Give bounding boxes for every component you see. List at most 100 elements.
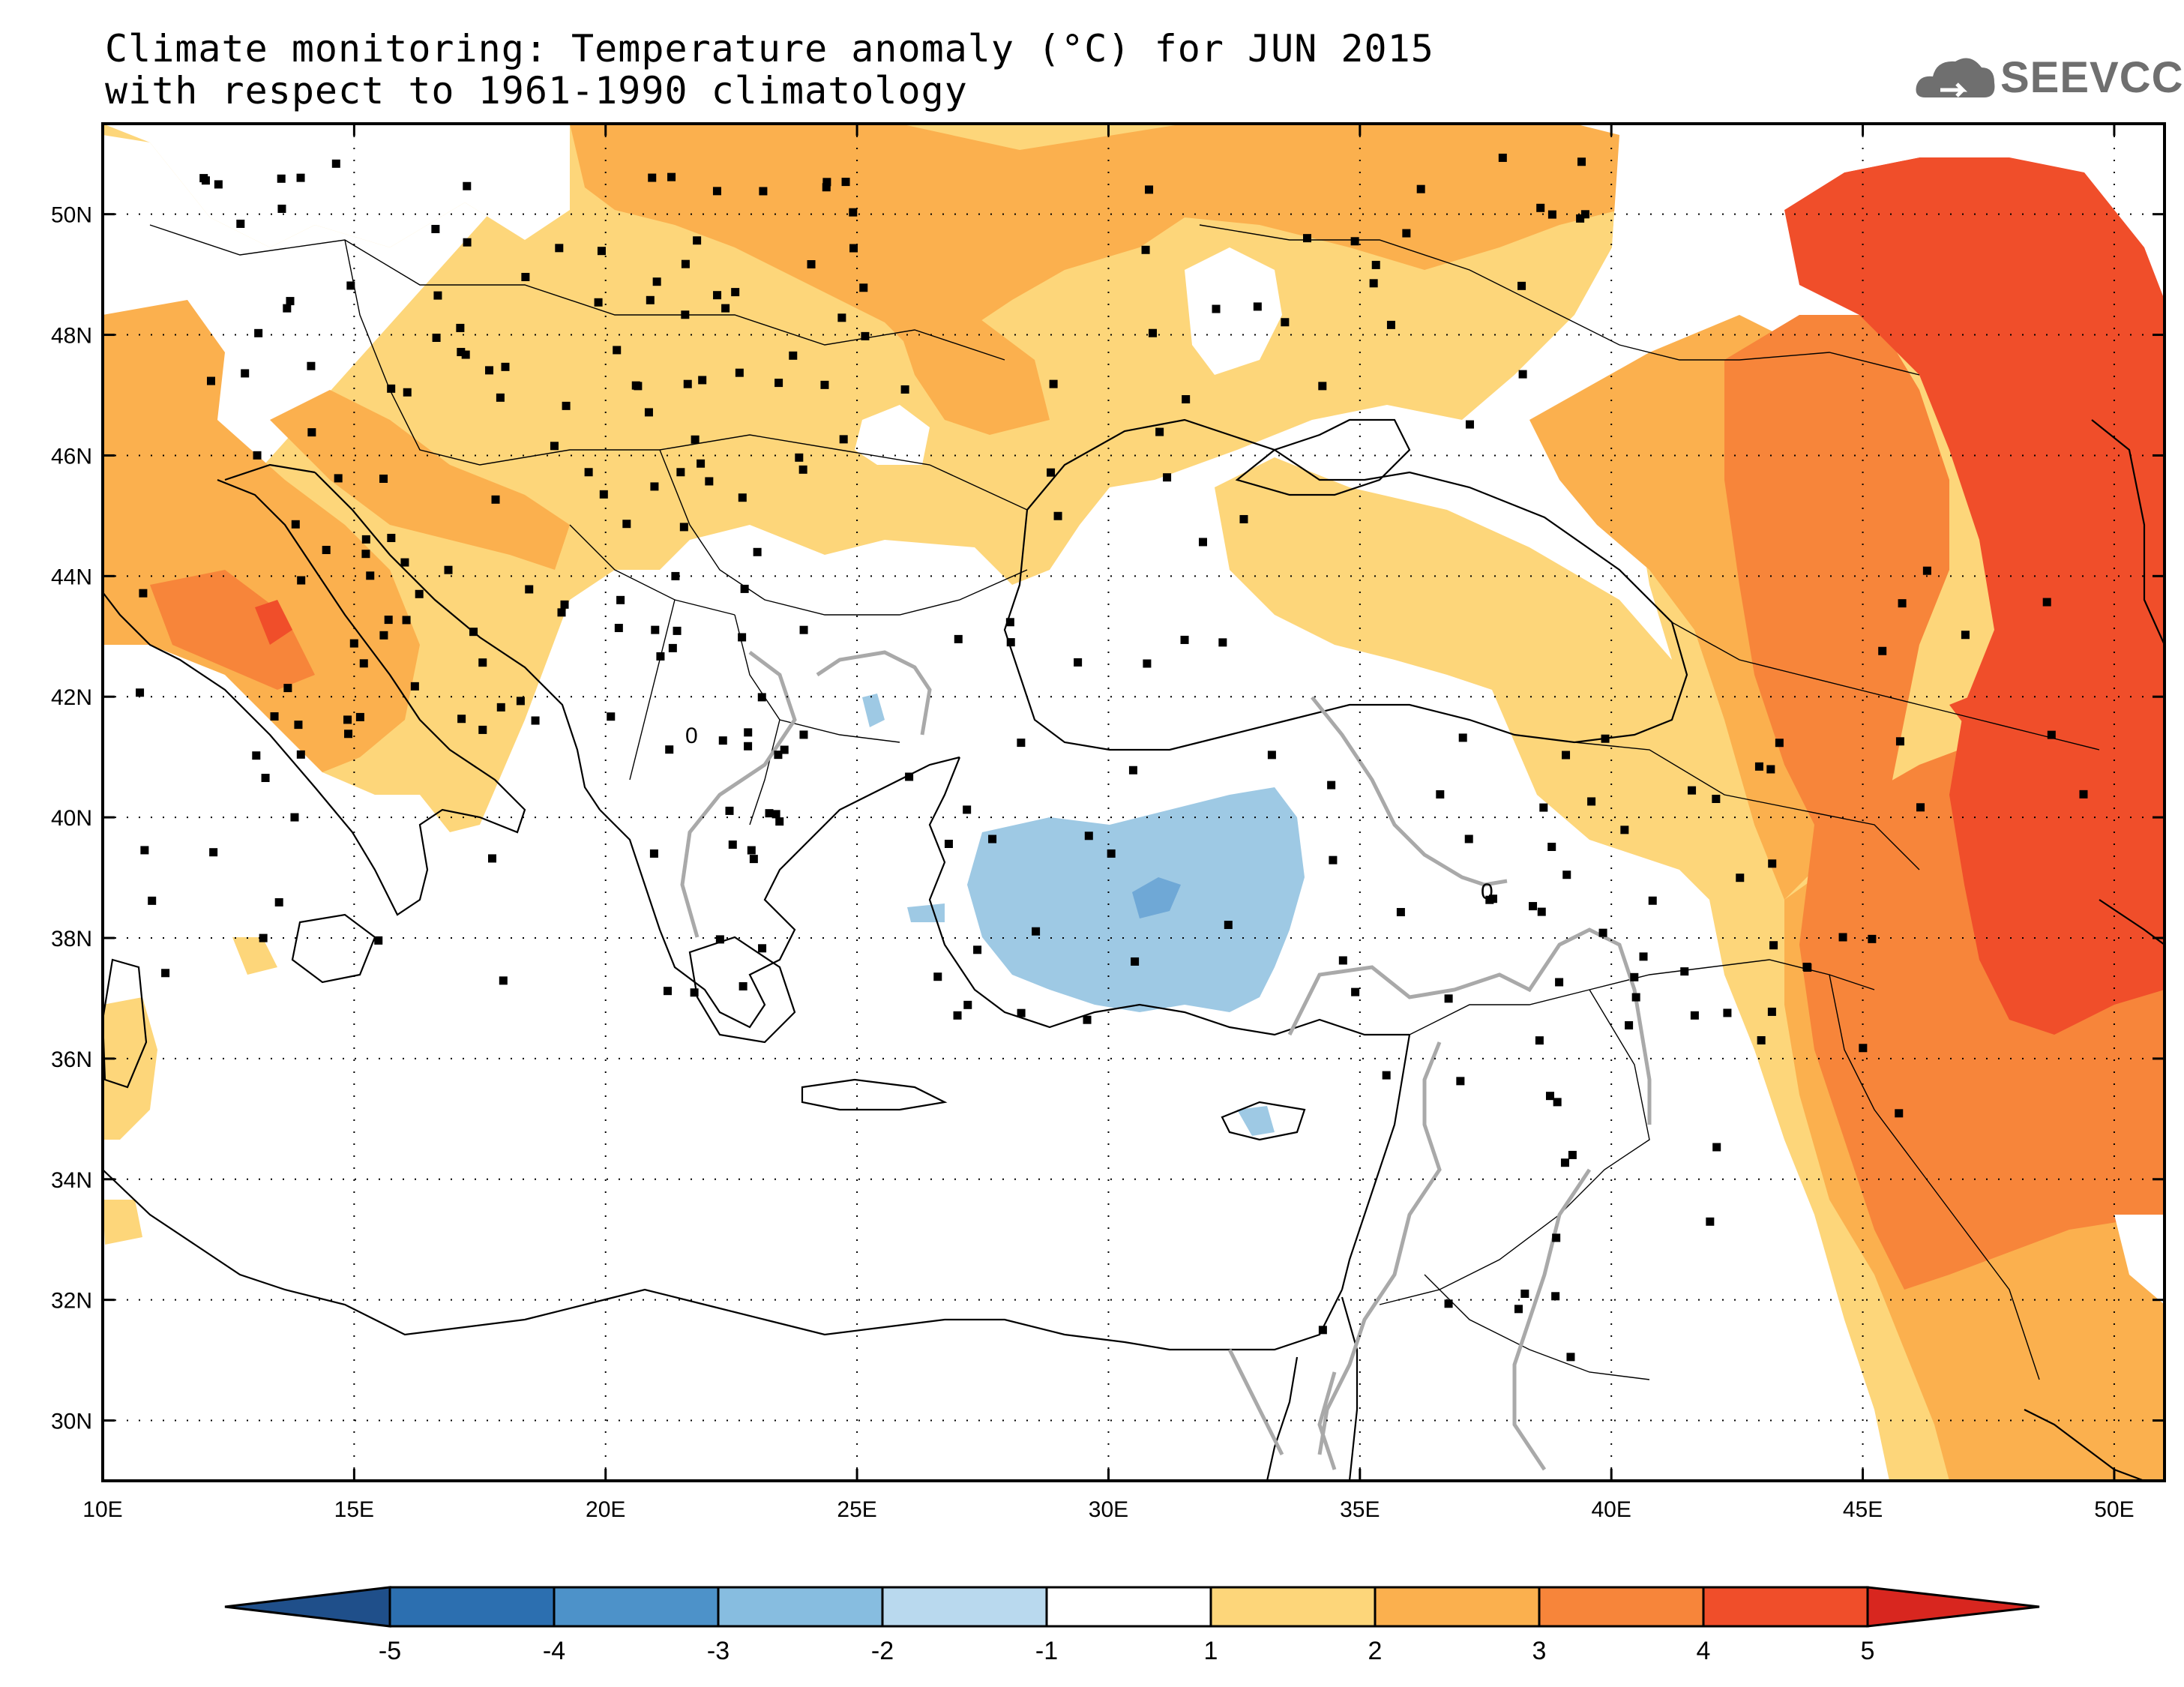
station-marker	[616, 595, 625, 604]
station-marker	[1620, 826, 1629, 835]
station-marker	[740, 584, 749, 593]
station-marker	[355, 712, 364, 721]
zero-contour-levant	[1317, 1041, 1442, 1455]
station-marker	[1690, 1011, 1699, 1020]
station-marker	[822, 178, 831, 187]
coast-crete	[801, 1078, 948, 1111]
station-marker	[715, 935, 724, 944]
coast-suez	[1266, 1296, 1359, 1481]
colorbar-arrow-low	[224, 1586, 391, 1628]
colorbar-label: 5	[1861, 1637, 1875, 1665]
border-lines	[149, 224, 2100, 1380]
station-marker	[410, 682, 419, 691]
map-frame	[101, 122, 2166, 1482]
station-marker	[799, 625, 808, 634]
station-marker	[679, 523, 688, 532]
station-marker	[667, 172, 676, 181]
station-marker	[387, 384, 396, 393]
station-marker	[900, 385, 909, 394]
station-marker	[1529, 902, 1538, 911]
tick-label-lon: 35E	[1340, 1497, 1380, 1522]
station-marker	[286, 297, 295, 306]
station-marker	[283, 684, 292, 693]
station-marker	[822, 183, 831, 192]
zero-contour-east-anatolia	[1287, 927, 1652, 1125]
station-marker	[613, 346, 622, 355]
station-marker	[1601, 734, 1610, 743]
station-marker	[379, 474, 388, 483]
station-marker	[361, 535, 370, 544]
station-marker	[954, 634, 963, 643]
station-marker	[698, 376, 707, 385]
station-marker	[469, 628, 478, 637]
station-marker	[1198, 538, 1207, 547]
station-marker	[1576, 214, 1585, 223]
anomaly-band-2-3	[103, 124, 2165, 1481]
station-marker	[1351, 987, 1360, 996]
station-marker	[738, 981, 747, 990]
station-marker	[691, 435, 700, 444]
station-marker	[681, 259, 690, 268]
station-marker	[456, 323, 465, 332]
colorbar-segment	[1374, 1586, 1541, 1628]
station-marker	[140, 846, 149, 855]
station-marker	[758, 944, 767, 953]
station-marker	[1444, 994, 1453, 1003]
station-marker	[485, 366, 494, 375]
station-marker	[403, 388, 412, 397]
station-marker	[148, 896, 157, 905]
station-marker	[1922, 566, 1931, 575]
station-marker	[1535, 1036, 1544, 1045]
zero-contours	[680, 650, 1652, 1471]
station-marker	[849, 244, 858, 253]
station-marker	[384, 616, 393, 625]
station-marker	[1369, 279, 1378, 288]
station-marker	[457, 715, 466, 724]
station-marker	[1706, 1217, 1715, 1226]
station-marker	[1766, 765, 1775, 774]
station-marker	[531, 716, 540, 725]
station-marker	[1577, 157, 1586, 166]
zero-contour-syria	[1512, 1168, 1592, 1471]
station-marker	[297, 576, 306, 585]
station-marker	[1868, 934, 1877, 943]
station-marker	[1253, 302, 1262, 311]
anomaly-band-4-5	[255, 157, 2165, 1035]
station-marker	[771, 810, 780, 819]
station-marker	[1224, 921, 1233, 930]
station-marker	[1631, 993, 1640, 1002]
station-marker	[775, 817, 784, 826]
station-marker	[1350, 237, 1359, 246]
station-marker	[1547, 210, 1556, 219]
country-borders	[149, 224, 2100, 1380]
station-marker	[1444, 1299, 1453, 1308]
station-marker	[343, 715, 352, 724]
colorbar-label: 4	[1697, 1637, 1711, 1665]
station-marker	[1047, 468, 1056, 477]
station-marker	[431, 224, 440, 233]
station-marker	[499, 976, 508, 985]
station-marker	[738, 633, 747, 642]
station-marker	[1895, 1109, 1904, 1118]
station-marker	[1562, 870, 1571, 879]
station-marker	[521, 272, 530, 281]
coast-caspian	[2091, 419, 2165, 945]
station-marker	[496, 393, 505, 402]
station-marker	[728, 841, 737, 849]
coast-levant	[1341, 1034, 1411, 1290]
station-marker	[277, 204, 286, 213]
station-marker	[525, 585, 534, 594]
station-marker	[557, 608, 566, 617]
station-marker	[649, 849, 658, 858]
station-marker	[261, 774, 270, 783]
tick-label-lon: 20E	[586, 1497, 625, 1522]
station-marker	[584, 468, 593, 477]
station-marker	[683, 379, 692, 388]
logo-text: SEEVCCC	[2000, 53, 2184, 102]
station-marker	[839, 435, 848, 444]
station-marker	[1560, 1158, 1569, 1167]
station-marker	[747, 846, 756, 855]
zero-contour-balkans	[680, 651, 797, 938]
station-marker	[270, 712, 279, 721]
station-marker	[757, 693, 766, 702]
